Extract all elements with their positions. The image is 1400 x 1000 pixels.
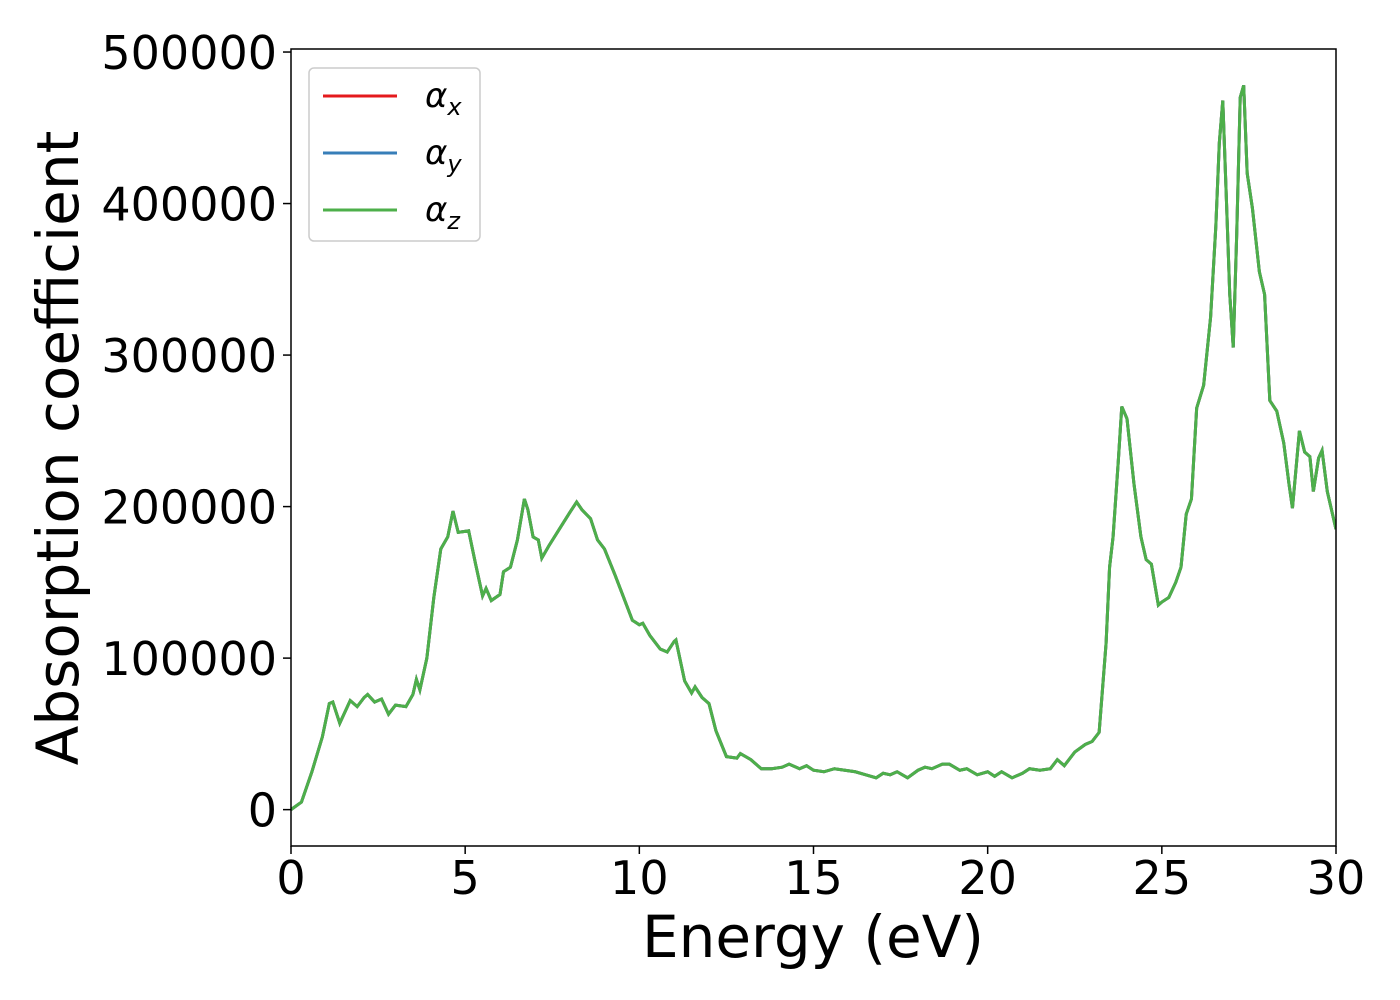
y-tick-label: 400000 <box>101 178 277 232</box>
y-axis-label: Absorption coefficient <box>24 131 92 766</box>
line-series <box>291 84 1336 811</box>
x-tick-label: 25 <box>1133 851 1192 905</box>
legend-label: αx <box>425 76 462 121</box>
y-tick-label: 200000 <box>101 481 277 535</box>
legend-label: αz <box>425 190 461 235</box>
y-tick-label: 500000 <box>101 26 277 80</box>
x-tick-label: 15 <box>784 851 843 905</box>
plot-frame <box>290 48 1337 847</box>
y-tick-label: 100000 <box>101 632 277 686</box>
x-tick-label: 30 <box>1307 851 1366 905</box>
y-tick-label: 0 <box>248 784 277 838</box>
y-tick-label: 300000 <box>101 329 277 383</box>
x-tick-label: 20 <box>958 851 1017 905</box>
x-axis-label: Energy (eV) <box>642 903 984 971</box>
x-tick-label: 5 <box>451 851 480 905</box>
x-tick-label: 0 <box>276 851 305 905</box>
x-tick-label: 10 <box>610 851 669 905</box>
legend-label: αy <box>425 133 462 178</box>
